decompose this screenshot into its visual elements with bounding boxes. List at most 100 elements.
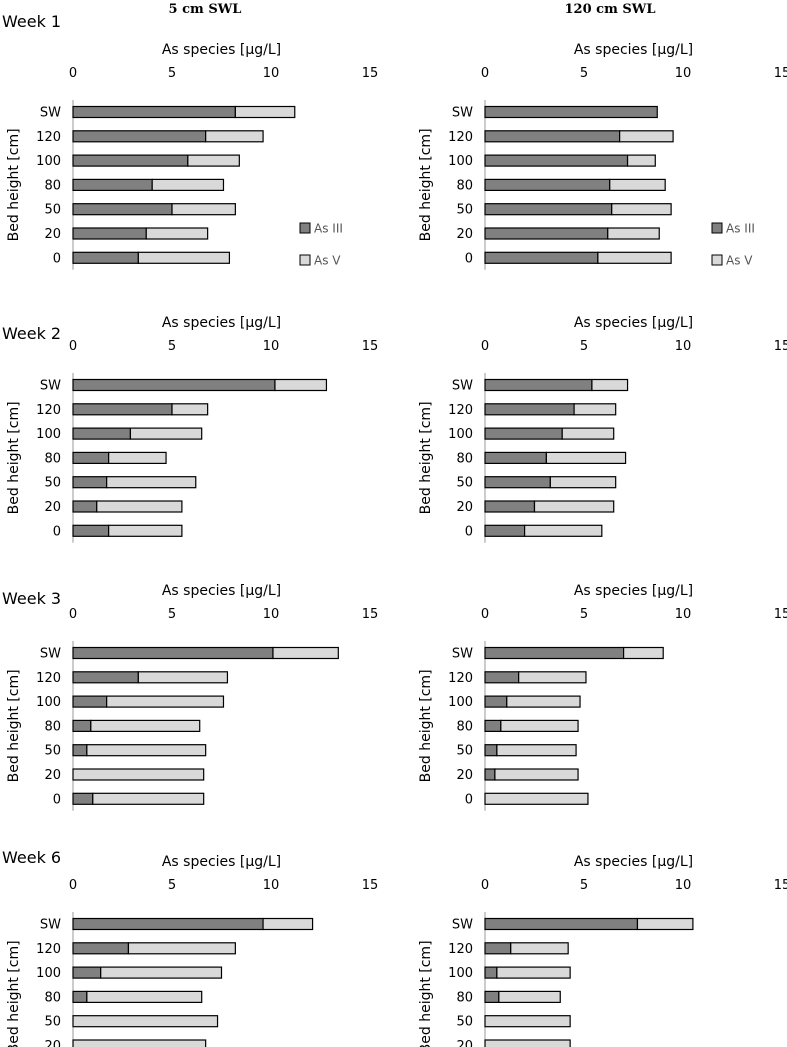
bar-as-v: [597, 251, 672, 264]
bar-as-v: [92, 792, 205, 805]
x-tick-label: 15: [774, 339, 787, 354]
bar-as-v: [498, 990, 561, 1004]
bar-as-iii: [72, 451, 110, 464]
category-label: 20: [456, 768, 473, 783]
x-tick-label: 0: [69, 66, 77, 81]
legend-swatch-as-v: [299, 254, 311, 266]
bar-as-iii: [72, 130, 207, 143]
category-label: 50: [44, 203, 61, 218]
bar-as-iii: [484, 990, 500, 1004]
x-tick-label: 10: [675, 339, 692, 354]
bar-as-v: [496, 966, 571, 979]
bar-as-v: [90, 719, 201, 733]
week-label-3: Week 3: [2, 589, 61, 608]
x-tick-label: 5: [580, 339, 588, 354]
category-label: SW: [40, 379, 61, 394]
column-header-5cm: 5 cm SWL: [169, 2, 242, 17]
bar-as-iii: [72, 671, 139, 684]
category-label: SW: [452, 918, 473, 933]
bar-as-v: [506, 695, 581, 708]
bar-as-iii: [484, 105, 658, 119]
category-label: 0: [465, 792, 473, 807]
category-label: 100: [36, 154, 61, 169]
category-label: 0: [465, 251, 473, 266]
bar-as-iii: [72, 990, 88, 1004]
bar-as-iii: [484, 378, 593, 392]
x-axis-title: As species [µg/L]: [162, 583, 281, 599]
bar-as-v: [561, 427, 615, 440]
x-tick-label: 5: [168, 878, 176, 893]
legend-label-as-iii: As III: [726, 222, 755, 236]
y-axis-title: Bed height [cm]: [6, 669, 22, 782]
bar-as-iii: [72, 178, 153, 191]
category-label: 100: [448, 154, 473, 169]
bar-as-v: [108, 524, 183, 537]
bar-as-iii: [72, 695, 108, 708]
category-label: 50: [44, 1015, 61, 1030]
bar-as-v: [262, 917, 314, 931]
bar-as-iii: [484, 476, 551, 489]
category-label: 80: [456, 451, 473, 466]
category-label: 20: [456, 500, 473, 515]
x-tick-label: 10: [675, 607, 692, 622]
x-tick-label: 10: [263, 607, 280, 622]
bar-as-v: [545, 451, 627, 464]
x-tick-label: 0: [481, 607, 489, 622]
bar-as-iii: [484, 203, 613, 216]
x-tick-label: 5: [580, 607, 588, 622]
category-label: 120: [448, 130, 473, 145]
bar-as-iii: [72, 378, 276, 392]
bar-as-iii: [484, 917, 639, 931]
bar-as-v: [72, 1039, 207, 1047]
bar-as-v: [518, 671, 587, 684]
category-label: 0: [53, 251, 61, 266]
category-label: 120: [448, 403, 473, 418]
bar-as-iii: [72, 744, 88, 757]
category-label: 80: [456, 990, 473, 1005]
category-label: SW: [452, 106, 473, 121]
category-label: 120: [36, 130, 61, 145]
bar-as-v: [611, 203, 672, 216]
bar-as-v: [108, 451, 167, 464]
category-label: 120: [36, 942, 61, 957]
x-tick-label: 0: [69, 339, 77, 354]
bar-as-v: [622, 646, 664, 660]
bar-as-iii: [72, 203, 173, 216]
legend-label-as-v: As V: [726, 254, 753, 268]
bar-as-v: [96, 500, 183, 513]
bar-as-iii: [484, 646, 625, 660]
bar-as-v: [145, 227, 209, 240]
bar-as-iii: [484, 251, 599, 264]
bar-as-iii: [72, 966, 102, 979]
x-tick-label: 10: [263, 66, 280, 81]
y-axis-title: Bed height [cm]: [6, 401, 22, 514]
charts-group: As species [µg/L] 0 5 10 15 Bed height [cm] SW…: [6, 42, 787, 1047]
x-tick-label: 5: [168, 607, 176, 622]
bar-as-v: [496, 744, 577, 757]
category-label: 80: [456, 719, 473, 734]
legend-swatch-as-v: [711, 254, 723, 266]
x-tick-label: 10: [263, 878, 280, 893]
bar-as-v: [607, 227, 660, 240]
category-label: 80: [44, 451, 61, 466]
bar-as-v: [533, 500, 615, 513]
bar-as-iii: [72, 154, 189, 167]
bar-as-v: [234, 105, 296, 119]
bar-as-v: [494, 768, 579, 781]
x-tick-label: 0: [481, 339, 489, 354]
bar-as-v: [510, 942, 569, 955]
x-tick-label: 0: [481, 878, 489, 893]
bar-as-iii: [484, 719, 502, 733]
bar-as-iii: [484, 744, 498, 757]
bar-as-iii: [484, 227, 609, 240]
bar-as-v: [171, 203, 236, 216]
category-label: 100: [448, 966, 473, 981]
y-axis-title: Bed height [cm]: [418, 128, 434, 241]
bar-as-iii: [72, 427, 132, 440]
category-label: 100: [448, 695, 473, 710]
x-tick-label: 10: [263, 339, 280, 354]
category-label: 80: [44, 178, 61, 193]
x-tick-label: 15: [362, 339, 379, 354]
category-label: SW: [452, 379, 473, 394]
